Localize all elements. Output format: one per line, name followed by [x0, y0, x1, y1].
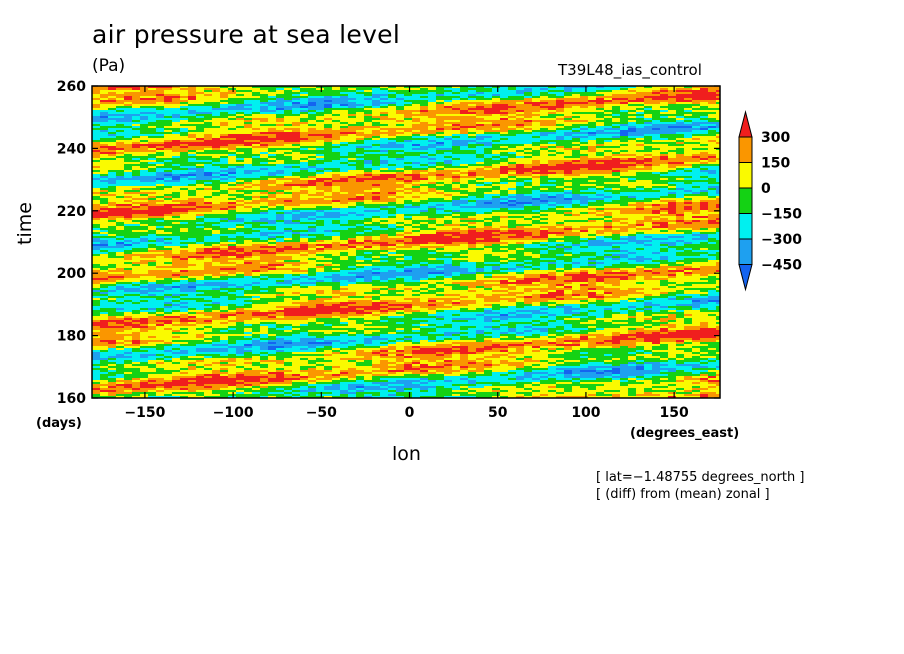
colorbar-label-5: −450: [761, 258, 802, 274]
colorbar-label-0: 300: [761, 130, 790, 146]
colorbar-segment-2: [738, 187, 753, 214]
colorbar-segment-3: [738, 213, 753, 240]
annotation-diff: [ (diff) from (mean) zonal ]: [596, 487, 770, 502]
y-tick-label-1: 180: [57, 329, 86, 345]
colorbar-segment-0: [738, 136, 753, 163]
x-tick-label-3: 0: [405, 405, 415, 421]
x-tick-label-5: 100: [571, 405, 600, 421]
chart-units: (Pa): [92, 56, 126, 76]
colorbar-label-3: −150: [761, 207, 802, 223]
x-tick-label-1: −100: [213, 405, 254, 421]
colorbar-extend-min: [738, 264, 753, 292]
heatmap-cells: [92, 86, 720, 398]
y-tick-label-2: 200: [57, 266, 86, 282]
x-tick-label-2: −50: [306, 405, 337, 421]
chart-title: air pressure at sea level: [92, 20, 401, 49]
colorbar-label-4: −300: [761, 232, 802, 248]
colorbar-label-2: 0: [761, 181, 771, 197]
x-tick-label-6: 150: [660, 405, 689, 421]
annotation-latitude: [ lat=−1.48755 degrees_north ]: [596, 470, 805, 485]
run-name: T39L48_ias_control: [558, 61, 702, 79]
y-axis-units: (days): [36, 416, 82, 431]
y-axis-label: time: [14, 202, 36, 245]
colorbar-label-1: 150: [761, 156, 790, 172]
y-tick-label-3: 220: [57, 204, 86, 220]
x-axis-label: lon: [392, 443, 421, 465]
y-tick-label-0: 160: [57, 391, 86, 407]
y-tick-label-5: 260: [57, 79, 86, 95]
y-tick-label-4: 240: [57, 141, 86, 157]
x-tick-label-0: −150: [124, 405, 165, 421]
x-axis-units: (degrees_east): [630, 426, 740, 441]
colorbar-segment-4: [738, 238, 753, 265]
colorbar-extend-max: [738, 110, 753, 138]
plot-frame: [91, 85, 721, 399]
colorbar-segment-1: [738, 162, 753, 189]
x-tick-label-4: 50: [488, 405, 508, 421]
